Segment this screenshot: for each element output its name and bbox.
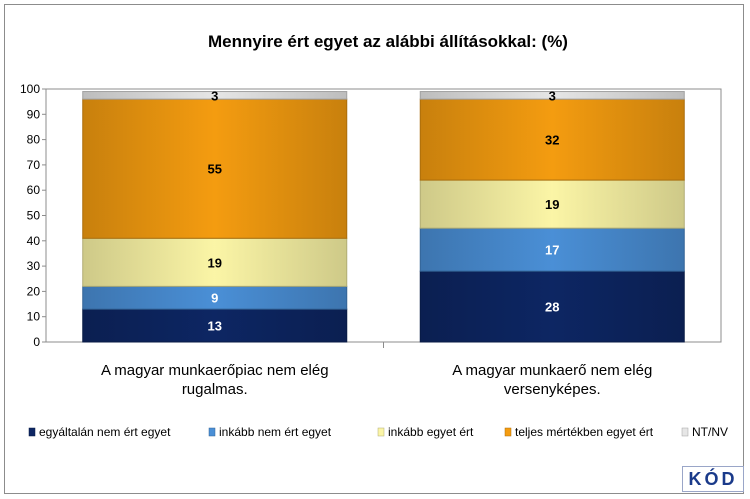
category-label: A magyar munkaerő nem elég: [452, 362, 652, 379]
chart-frame: Mennyire ért egyet az alábbi állításokka…: [4, 4, 744, 494]
bar-segment: [82, 91, 348, 100]
data-label: 3: [211, 88, 218, 103]
legend: egyáltalán nem ért egyet inkább nem ért e…: [28, 425, 728, 439]
category-label: versenyképes.: [504, 381, 601, 398]
legend-swatch: [504, 427, 512, 437]
data-label: 17: [545, 243, 559, 258]
category-label: rugalmas.: [182, 381, 248, 398]
legend-swatch: [377, 427, 385, 437]
y-tick-label: 0: [33, 335, 40, 349]
logo-text: KÓD: [688, 468, 738, 489]
data-label: 32: [545, 133, 559, 148]
y-tick-label: 90: [27, 107, 41, 121]
y-tick-label: 70: [27, 158, 41, 172]
data-label: 9: [211, 291, 218, 306]
bar-segment: [82, 308, 348, 343]
bar-segment: [419, 98, 685, 181]
data-label: 55: [208, 162, 222, 177]
y-tick-label: 80: [27, 133, 41, 147]
y-tick-label: 40: [27, 234, 41, 248]
data-label: 19: [545, 197, 559, 212]
y-tick-label: 30: [27, 259, 41, 273]
y-tick-label: 20: [27, 284, 41, 298]
bar-segment: [419, 227, 685, 272]
legend-label: inkább egyet ért: [388, 425, 474, 439]
y-tick-label: 50: [27, 209, 41, 223]
y-tick-label: 10: [27, 310, 41, 324]
data-label: 28: [545, 300, 559, 315]
y-tick-label: 60: [27, 183, 41, 197]
legend-label: teljes mértékben egyet ért: [515, 425, 654, 439]
bar-segment: [419, 91, 685, 100]
legend-label: egyáltalán nem ért egyet: [39, 425, 171, 439]
legend-swatch: [28, 427, 36, 437]
chart-title: Mennyire ért egyet az alábbi állításokka…: [208, 32, 568, 51]
stacked-bar-chart: Mennyire ért egyet az alábbi állításokka…: [20, 32, 728, 439]
data-label: 13: [208, 319, 222, 334]
legend-label: inkább nem ért egyet: [219, 425, 332, 439]
bar-segment: [419, 270, 685, 343]
category-label: A magyar munkaerőpiac nem elég: [101, 362, 329, 379]
legend-swatch: [681, 427, 689, 437]
data-label: 19: [208, 255, 222, 270]
legend-label: NT/NV: [692, 425, 728, 439]
legend-swatch: [208, 427, 216, 437]
bar-segment: [419, 179, 685, 229]
y-tick-label: 100: [20, 82, 40, 96]
data-label: 3: [549, 88, 556, 103]
plot-area: 0 10 20 30 40 50 60 70 80 90 100 13 9 19 55 3 A magyar m…: [20, 82, 722, 398]
kod-logo: KÓD: [682, 466, 744, 492]
